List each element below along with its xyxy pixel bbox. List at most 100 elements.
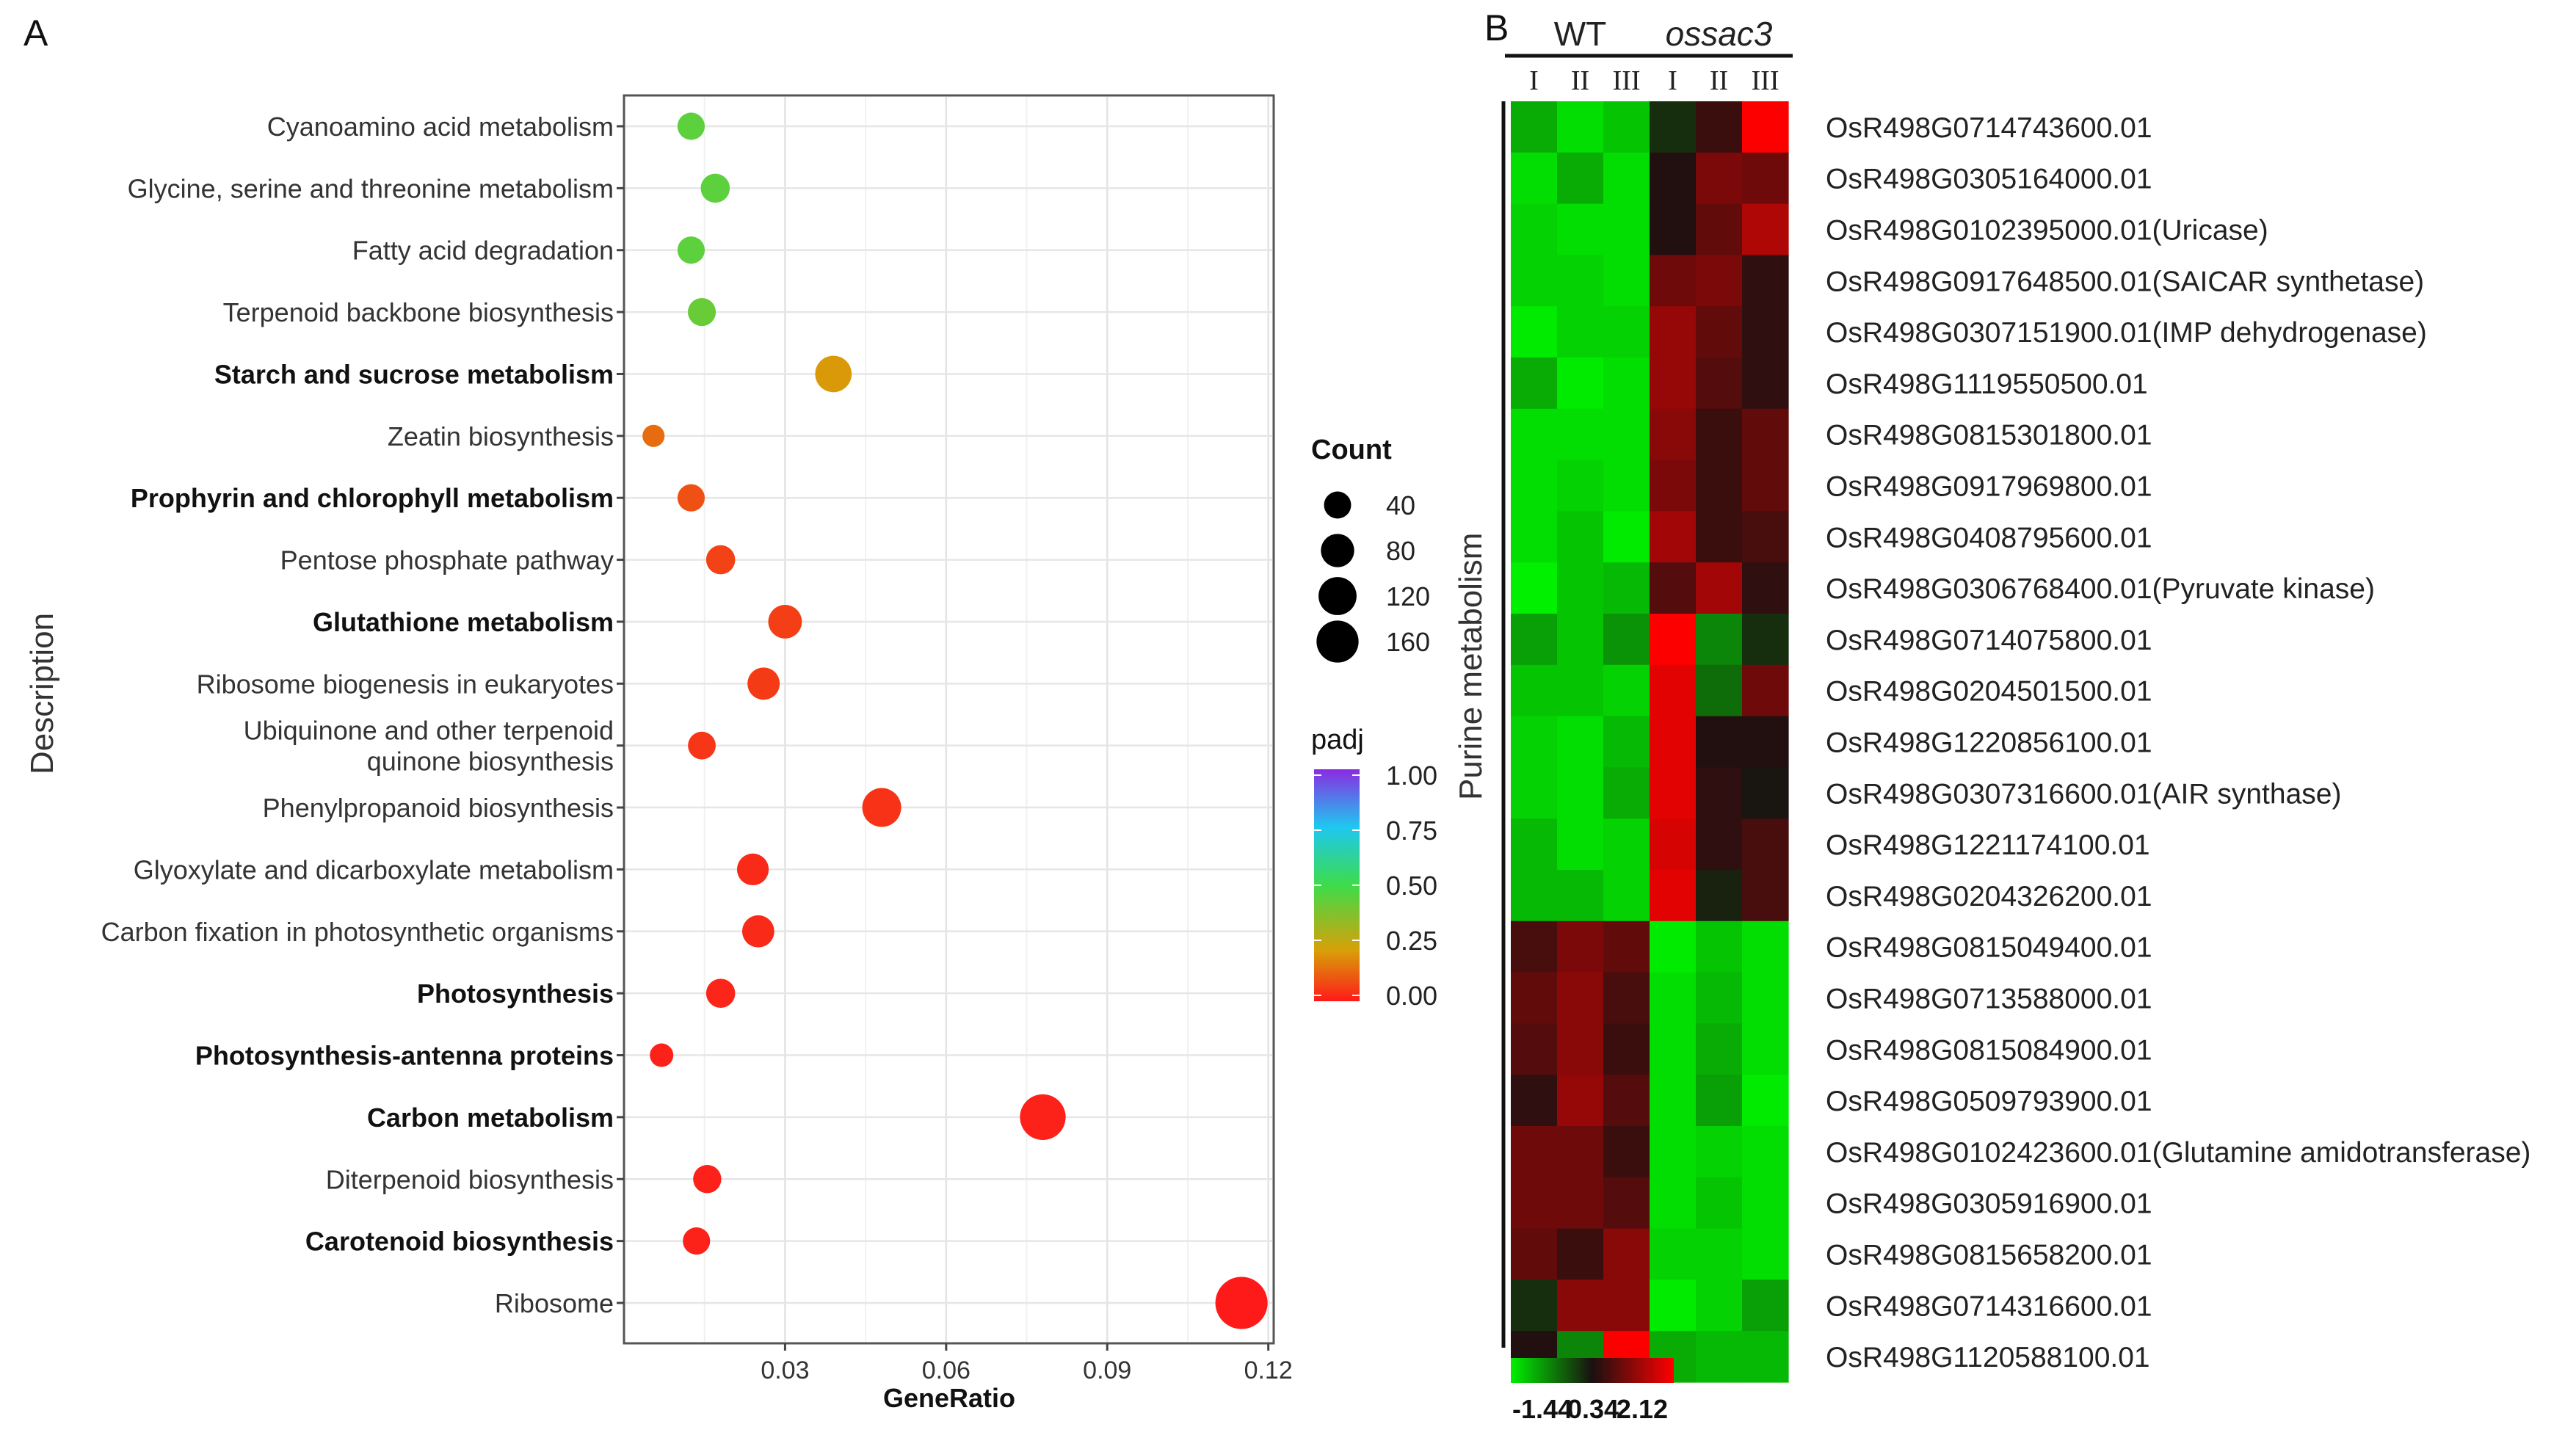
term-label: Carotenoid biosynthesis	[305, 1227, 614, 1257]
heatmap-cell	[1742, 408, 1789, 461]
padj-legend-label: 1.00	[1386, 760, 1437, 791]
count-legend-label: 40	[1386, 490, 1415, 520]
heatmap-cell	[1557, 562, 1604, 614]
heatmap-cell	[1742, 562, 1789, 614]
heatmap-cell	[1650, 972, 1697, 1024]
heatmap-colorbar	[1511, 1358, 1674, 1383]
padj-legend-label: 0.75	[1386, 816, 1437, 846]
heatmap-cell	[1742, 767, 1789, 819]
panel-b-label: B	[1484, 7, 1509, 48]
heatmap-cell	[1511, 101, 1558, 153]
count-legend: Count 40 80 120 160	[1311, 435, 1430, 663]
heatmap-cell	[1742, 818, 1789, 871]
term-dot	[700, 173, 730, 203]
heatmap-cell	[1603, 920, 1650, 973]
gene-label: OsR498G0713588000.01	[1826, 984, 2152, 1015]
padj-legend-label: 0.25	[1386, 926, 1437, 956]
heatmap-cell	[1650, 716, 1697, 768]
heatmap-cell	[1511, 767, 1558, 819]
x-tick-label: 0.09	[1083, 1357, 1131, 1384]
term-dot	[862, 788, 901, 827]
heatmap-cell	[1696, 920, 1743, 973]
term-label: Cyanoamino acid metabolism	[267, 112, 614, 142]
term-label: Fatty acid degradation	[352, 236, 614, 266]
term-dot	[688, 731, 716, 760]
gene-label: OsR498G0917648500.01(SAICAR synthetase)	[1826, 266, 2424, 297]
heatmap-cell	[1650, 1023, 1697, 1075]
heatmap-cell	[1742, 716, 1789, 768]
term-dot	[705, 978, 736, 1008]
heatmap-cell	[1742, 357, 1789, 410]
heatmap-cell	[1557, 255, 1604, 307]
heatmap-cell	[1603, 767, 1650, 819]
term-label: Ubiquinone and other terpenoid	[244, 716, 614, 746]
heatmap-cell	[1742, 1177, 1789, 1230]
heatmap-cell	[1511, 203, 1558, 255]
heatmap-cell	[1511, 972, 1558, 1024]
dot-plot-gridlines	[625, 97, 1272, 1342]
heatmap-cell	[1696, 101, 1743, 153]
heatmap-cell	[1696, 1331, 1743, 1383]
row-group-label: Purine metabolism	[1453, 533, 1489, 800]
heatmap-cell	[1696, 664, 1743, 717]
gene-label: OsR498G0815301800.01	[1826, 420, 2152, 451]
heatmap-cell	[1511, 1023, 1558, 1075]
heatmap-cell	[1696, 1126, 1743, 1178]
gene-label: OsR498G0815049400.01	[1826, 932, 2152, 964]
heatmap-cell	[1696, 767, 1743, 819]
y-axis-title: Description	[24, 613, 60, 774]
gene-label: OsR498G0305916900.01	[1826, 1188, 2152, 1220]
gene-label: OsR498G0102395000.01(Uricase)	[1826, 215, 2268, 247]
gene-label: OsR498G0305164000.01	[1826, 164, 2152, 195]
heatmap-cell	[1603, 1126, 1650, 1178]
heatmap-cell	[1742, 203, 1789, 255]
heatmap-cell	[1696, 1023, 1743, 1075]
heatmap-cell	[1650, 1126, 1697, 1178]
heatmap-cell	[1696, 203, 1743, 255]
heatmap-color-scale: -1.440.342.12	[1511, 1358, 1674, 1424]
replicate-label: II	[1571, 65, 1589, 96]
heatmap-cell	[1511, 255, 1558, 307]
term-label: Pentose phosphate pathway	[280, 545, 614, 575]
padj-legend-label: 0.00	[1386, 981, 1437, 1011]
term-label: Terpenoid backbone biosynthesis	[223, 297, 614, 327]
gene-label: OsR498G0509793900.01	[1826, 1086, 2152, 1117]
term-label: Glycine, serine and threonine metabolism	[128, 173, 614, 203]
heatmap-cell	[1557, 614, 1604, 666]
column-group-label: WT	[1554, 15, 1607, 53]
dot-plot-points	[642, 112, 1268, 1329]
term-label: Carbon metabolism	[367, 1103, 614, 1133]
term-dot	[650, 1043, 674, 1067]
heatmap-cell	[1603, 255, 1650, 307]
count-legend-dot	[1324, 491, 1352, 519]
heatmap-cell	[1557, 460, 1604, 512]
gene-label: OsR498G0408795600.01	[1826, 522, 2152, 553]
heatmap-cell	[1557, 1279, 1604, 1332]
heatmap-cell	[1557, 1126, 1604, 1178]
heatmap-cell	[1511, 1075, 1558, 1127]
term-dot	[736, 853, 769, 886]
gene-label: OsR498G0815084900.01	[1826, 1034, 2152, 1066]
heatmap-scale-label: 0.34	[1567, 1394, 1619, 1424]
replicate-label: II	[1710, 65, 1728, 96]
heatmap-cell	[1696, 1075, 1743, 1127]
heatmap-cell	[1650, 818, 1697, 871]
heatmap-cell	[1557, 152, 1604, 205]
heatmap-cell	[1511, 511, 1558, 563]
heatmap-cell	[1603, 870, 1650, 922]
heatmap-cell	[1511, 306, 1558, 358]
heatmap-cell	[1511, 716, 1558, 768]
heatmap-cell	[1603, 1075, 1650, 1127]
heatmap-cell	[1650, 870, 1697, 922]
term-label: Carbon fixation in photosynthetic organi…	[101, 917, 614, 947]
heatmap-cell	[1603, 1228, 1650, 1280]
heatmap-cell	[1603, 511, 1650, 563]
heatmap-cell	[1650, 920, 1697, 973]
x-tick-label: 0.06	[922, 1357, 970, 1384]
term-label: Photosynthesis	[417, 978, 614, 1009]
heatmap-cell	[1696, 562, 1743, 614]
term-label: Starch and sucrose metabolism	[214, 359, 614, 389]
heatmap-cell	[1511, 460, 1558, 512]
heatmap-cell	[1650, 460, 1697, 512]
term-dot	[693, 1165, 722, 1194]
